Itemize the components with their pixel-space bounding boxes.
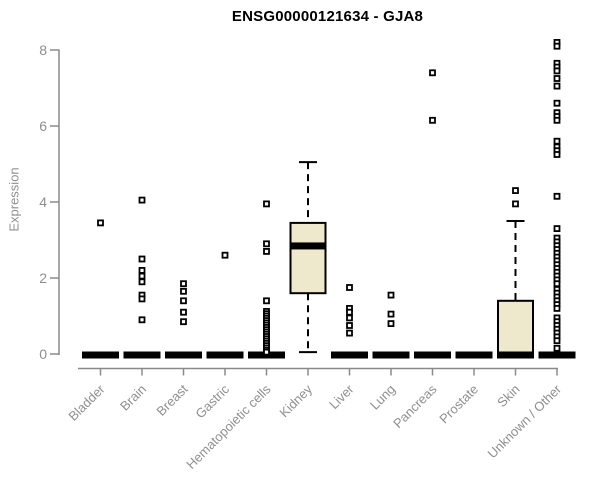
outlier-point-hematopoietic-cells [263, 240, 270, 248]
outlier-point-unknown-other [553, 344, 561, 352]
median-breast [165, 351, 202, 359]
x-tick-label-pancreas: Pancreas [390, 381, 440, 431]
outlier-point-skin [512, 200, 519, 208]
median-unknown-other [538, 351, 576, 359]
box-kidney [289, 221, 327, 295]
x-tick-label-bladder: Bladder [65, 381, 108, 424]
outlier-point-breast [180, 318, 187, 326]
outlier-point-unknown-other [553, 151, 561, 158]
median-prostate [455, 351, 493, 359]
outlier-point-lung [387, 310, 395, 318]
outlier-point-brain [138, 272, 146, 280]
outlier-point-liver [346, 284, 353, 291]
x-tick-label-kidney: Kidney [276, 381, 315, 420]
outlier-point-hematopoietic-cells [263, 297, 270, 305]
outlier-point-unknown-other [553, 337, 561, 345]
median-skin [497, 351, 534, 359]
x-tick-label-breast: Breast [153, 381, 190, 418]
outlier-point-brain [138, 196, 146, 204]
outlier-point-unknown-other [553, 67, 561, 75]
y-tick-label-6: 6 [39, 118, 47, 134]
outlier-point-gastric [221, 251, 229, 259]
outlier-point-breast [180, 287, 187, 295]
outlier-point-hematopoietic-cells [263, 348, 270, 356]
outlier-point-lung [387, 291, 395, 299]
outlier-point-brain [138, 295, 146, 303]
outlier-point-liver [346, 308, 353, 316]
chart-title: ENSG00000121634 - GJA8 [231, 8, 424, 25]
outlier-point-liver [346, 329, 353, 337]
outlier-point-pancreas [429, 116, 436, 124]
median-bladder [82, 351, 119, 359]
outlier-point-unknown-other [553, 304, 561, 312]
outlier-point-brain [138, 255, 146, 263]
box-skin [497, 299, 534, 355]
median-gastric [206, 351, 244, 359]
outlier-point-pancreas [429, 69, 436, 77]
x-tick-label-prostate: Prostate [436, 382, 481, 427]
outlier-point-breast [180, 280, 187, 288]
outlier-point-unknown-other [553, 280, 561, 288]
outlier-point-skin [512, 187, 519, 195]
x-tick-label-unknown-other: Unknown / Other [485, 381, 565, 461]
median-brain [123, 351, 161, 359]
outlier-point-hematopoietic-cells [263, 200, 270, 208]
outlier-point-bladder [97, 219, 104, 227]
y-tick-label-2: 2 [39, 270, 47, 286]
outlier-point-unknown-other [553, 225, 561, 233]
x-tick-label-lung: Lung [367, 382, 398, 413]
y-tick-label-0: 0 [39, 346, 47, 362]
median-kidney [289, 242, 327, 250]
outlier-point-liver [346, 322, 353, 329]
median-pancreas [414, 351, 451, 359]
outlier-point-unknown-other [553, 42, 561, 50]
outlier-point-unknown-other [553, 137, 561, 145]
y-tick-label-8: 8 [39, 42, 47, 58]
x-tick-label-gastric: Gastric [192, 381, 232, 421]
x-tick-label-skin: Skin [494, 382, 522, 410]
outlier-point-unknown-other [553, 75, 561, 82]
y-tick-label-4: 4 [39, 194, 47, 210]
x-tick-label-brain: Brain [117, 382, 149, 414]
outlier-point-brain [138, 316, 146, 324]
outlier-point-unknown-other [553, 99, 561, 107]
median-lung [372, 351, 410, 359]
outlier-point-unknown-other [553, 82, 561, 90]
outlier-point-brain [138, 278, 146, 286]
outlier-point-lung [387, 320, 395, 328]
x-tick-label-liver: Liver [326, 381, 357, 412]
outlier-point-hematopoietic-cells [263, 247, 270, 255]
outlier-point-breast [180, 308, 187, 316]
outlier-point-brain [138, 266, 146, 274]
outlier-point-unknown-other [553, 192, 561, 200]
outlier-point-unknown-other [553, 116, 561, 124]
outlier-point-breast [180, 297, 187, 305]
outlier-point-liver [346, 314, 353, 322]
median-liver [331, 351, 368, 359]
